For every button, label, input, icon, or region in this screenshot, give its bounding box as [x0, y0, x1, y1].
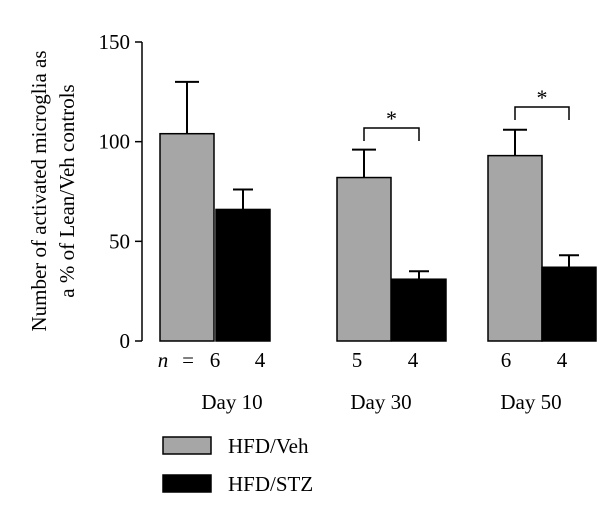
- sample-size-label: 4: [255, 348, 266, 372]
- n-prefix: n: [158, 348, 169, 372]
- bar-hfd-stz: [541, 266, 597, 342]
- y-tick-label: 100: [99, 130, 131, 154]
- category-label: Day 10: [201, 390, 262, 414]
- sample-size-label: 5: [352, 348, 363, 372]
- significance-bracket: [363, 127, 420, 141]
- legend-label: HFD/Veh: [228, 434, 309, 458]
- y-axis: 0 50 100 150: [99, 30, 143, 353]
- bar-hfd-veh: [159, 132, 215, 342]
- legend: HFD/Veh HFD/STZ: [162, 434, 313, 496]
- category-label: Day 50: [500, 390, 561, 414]
- legend-swatch: [162, 436, 212, 455]
- y-tick-label: 150: [99, 30, 131, 54]
- significance-brackets: **: [363, 85, 570, 141]
- bar-hfd-veh: [487, 154, 543, 342]
- y-tick-label: 50: [109, 229, 130, 253]
- legend-label: HFD/STZ: [228, 472, 313, 496]
- significance-bracket: [514, 106, 570, 120]
- significance-marker: *: [537, 85, 548, 110]
- bar-hfd-veh: [336, 176, 392, 342]
- y-tick-label: 0: [120, 329, 131, 353]
- category-labels: Day 10 Day 30 Day 50: [201, 390, 561, 414]
- sample-size-label: 6: [501, 348, 512, 372]
- y-axis-title: Number of activated microglia as a % of L…: [27, 50, 79, 331]
- significance-marker: *: [386, 106, 397, 131]
- bar-hfd-stz: [391, 278, 447, 342]
- sample-size-label: 4: [557, 348, 568, 372]
- bars: [159, 132, 597, 342]
- legend-swatch: [162, 474, 212, 493]
- sample-size-labels: n = 6 5 6 4 4 4: [158, 348, 568, 372]
- error-bars: [175, 80, 579, 280]
- sample-size-label: 6: [210, 348, 221, 372]
- y-axis-title-line: Number of activated microglia as: [27, 50, 51, 331]
- bar-hfd-stz: [215, 208, 271, 342]
- sample-size-label: 4: [408, 348, 419, 372]
- n-equals: =: [182, 348, 194, 372]
- y-axis-title-line: a % of Lean/Veh controls: [55, 84, 79, 297]
- category-label: Day 30: [350, 390, 411, 414]
